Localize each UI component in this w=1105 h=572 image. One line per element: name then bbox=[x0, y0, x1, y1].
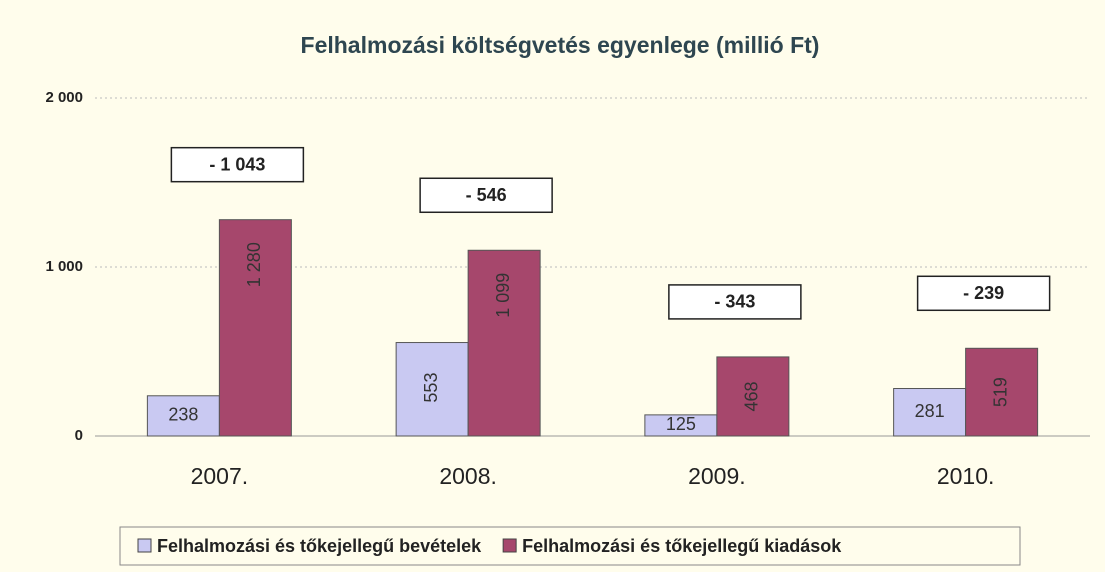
annotation: - 546 bbox=[466, 185, 507, 205]
data-label: 1 099 bbox=[493, 273, 513, 318]
bar bbox=[716, 356, 790, 437]
data-label: 125 bbox=[666, 414, 696, 434]
annotation-box bbox=[668, 284, 802, 320]
bar bbox=[395, 342, 469, 437]
x-tick-label: 2009. bbox=[688, 463, 746, 489]
x-tick-label: 2007. bbox=[191, 463, 249, 489]
annotation-box bbox=[916, 275, 1051, 312]
chart-title: Felhalmozási költségvetés egyenlege (mil… bbox=[301, 32, 820, 58]
legend-label: Felhalmozási és tőkejellegű bevételek bbox=[157, 536, 482, 556]
legend-label: Felhalmozási és tőkejellegű kiadások bbox=[522, 536, 842, 556]
data-label: 468 bbox=[742, 381, 762, 411]
data-label: 1 280 bbox=[244, 242, 264, 287]
data-label: 519 bbox=[990, 377, 1010, 407]
bar bbox=[467, 249, 541, 437]
x-tick-label: 2010. bbox=[937, 463, 995, 489]
annotation: - 239 bbox=[963, 283, 1004, 303]
bar bbox=[893, 388, 967, 437]
legend-box bbox=[119, 526, 1021, 566]
data-label: 553 bbox=[421, 373, 441, 403]
x-tick-label: 2008. bbox=[439, 463, 497, 489]
y-tick-label: 2 000 bbox=[45, 89, 83, 106]
data-label: 238 bbox=[168, 405, 198, 425]
legend-swatch bbox=[137, 538, 152, 553]
annotation-box bbox=[419, 177, 553, 214]
annotation: - 1 043 bbox=[209, 154, 265, 174]
legend-swatch bbox=[502, 538, 517, 553]
annotation: - 343 bbox=[714, 292, 755, 312]
bar bbox=[965, 347, 1039, 437]
data-label: 281 bbox=[915, 401, 945, 421]
y-tick-label: 1 000 bbox=[45, 258, 83, 275]
bar bbox=[146, 395, 220, 437]
y-tick-label: 0 bbox=[75, 427, 83, 444]
bar bbox=[218, 219, 292, 437]
annotation-box bbox=[170, 146, 305, 183]
